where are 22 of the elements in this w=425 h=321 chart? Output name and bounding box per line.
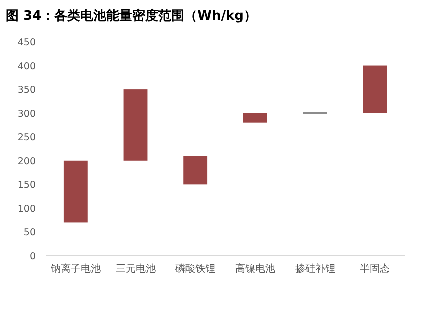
bar — [184, 156, 208, 185]
bar — [124, 90, 148, 161]
chart-title: 图 34：各类电池能量密度范围（Wh/kg） — [6, 8, 257, 24]
x-tick-label: 钠离子电池 — [50, 263, 101, 275]
x-tick-label: 掺硅补锂 — [295, 263, 336, 275]
y-tick-label: 350 — [18, 85, 36, 96]
x-tick-label: 磷酸铁锂 — [174, 263, 216, 275]
y-tick-label: 150 — [18, 180, 36, 192]
y-tick-label: 400 — [18, 61, 36, 72]
bar — [64, 160, 88, 223]
y-tick-label: 450 — [18, 38, 36, 48]
y-tick-label: 100 — [18, 204, 36, 215]
y-tick-label: 0 — [30, 252, 36, 262]
x-tick-label: 半固态 — [360, 263, 390, 275]
y-tick-label: 50 — [24, 228, 36, 239]
y-tick-label: 300 — [18, 108, 36, 120]
bar — [243, 113, 268, 123]
x-tick-label: 三元电池 — [116, 263, 156, 275]
y-tick-label: 250 — [18, 132, 36, 144]
bar — [363, 66, 388, 114]
x-tick-label: 高镍电池 — [235, 263, 276, 275]
y-tick-label: 200 — [18, 156, 36, 168]
